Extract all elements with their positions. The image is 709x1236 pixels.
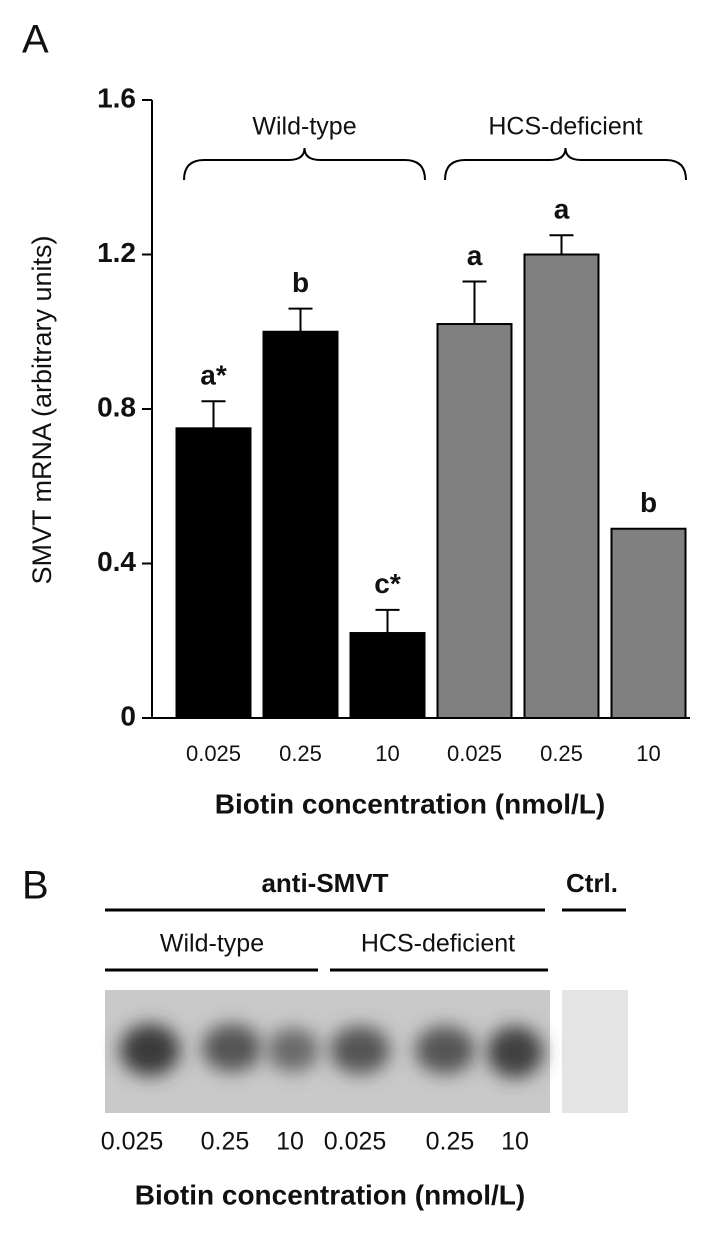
lane-label: 0.025	[324, 1128, 387, 1156]
y-tick-label: 0.4	[97, 546, 136, 577]
lane-label: 10	[501, 1128, 529, 1156]
group-brace	[444, 147, 687, 181]
bar	[436, 323, 513, 719]
y-tick-label: 0	[120, 700, 136, 731]
bar	[610, 527, 687, 719]
annotation: a*	[200, 360, 227, 391]
annotation: a	[554, 194, 570, 225]
annotation: b	[640, 487, 657, 518]
x-tick-label: 0.025	[447, 741, 502, 766]
x-tick-label: 10	[375, 741, 399, 766]
lane-label: 0.25	[426, 1128, 475, 1156]
group-label: Wild-type	[160, 930, 264, 958]
panel-label: A	[22, 18, 49, 62]
lane-label: 10	[276, 1128, 304, 1156]
control-blot	[562, 990, 628, 1113]
annotation: c*	[374, 568, 401, 599]
antibody-label: anti-SMVT	[261, 868, 388, 898]
y-tick-label: 0.8	[97, 391, 136, 422]
control-label: Ctrl.	[566, 868, 618, 898]
x-tick-label: 0.025	[186, 741, 241, 766]
annotation: b	[292, 267, 309, 298]
x-axis-label: Biotin concentration (nmol/L)	[135, 1179, 525, 1210]
bar	[175, 427, 252, 719]
group-label: HCS-deficient	[361, 930, 515, 958]
annotation: a	[467, 240, 483, 271]
x-tick-label: 0.25	[540, 741, 583, 766]
x-tick-label: 0.25	[279, 741, 322, 766]
group-label: Wild-type	[252, 113, 356, 141]
y-tick-label: 1.6	[97, 82, 136, 113]
x-tick-label: 10	[636, 741, 660, 766]
bar	[523, 253, 600, 719]
group-label: HCS-deficient	[488, 113, 642, 141]
lane-label: 0.025	[101, 1128, 164, 1156]
group-brace	[183, 147, 426, 181]
lane-label: 0.25	[201, 1128, 250, 1156]
blot	[105, 990, 550, 1113]
x-axis-label: Biotin concentration (nmol/L)	[215, 788, 605, 819]
y-tick-label: 1.2	[97, 237, 136, 268]
y-axis-label: SMVT mRNA (arbitrary units)	[27, 235, 57, 584]
bar	[349, 632, 426, 720]
bar	[262, 330, 339, 719]
panel-label: B	[22, 864, 49, 908]
